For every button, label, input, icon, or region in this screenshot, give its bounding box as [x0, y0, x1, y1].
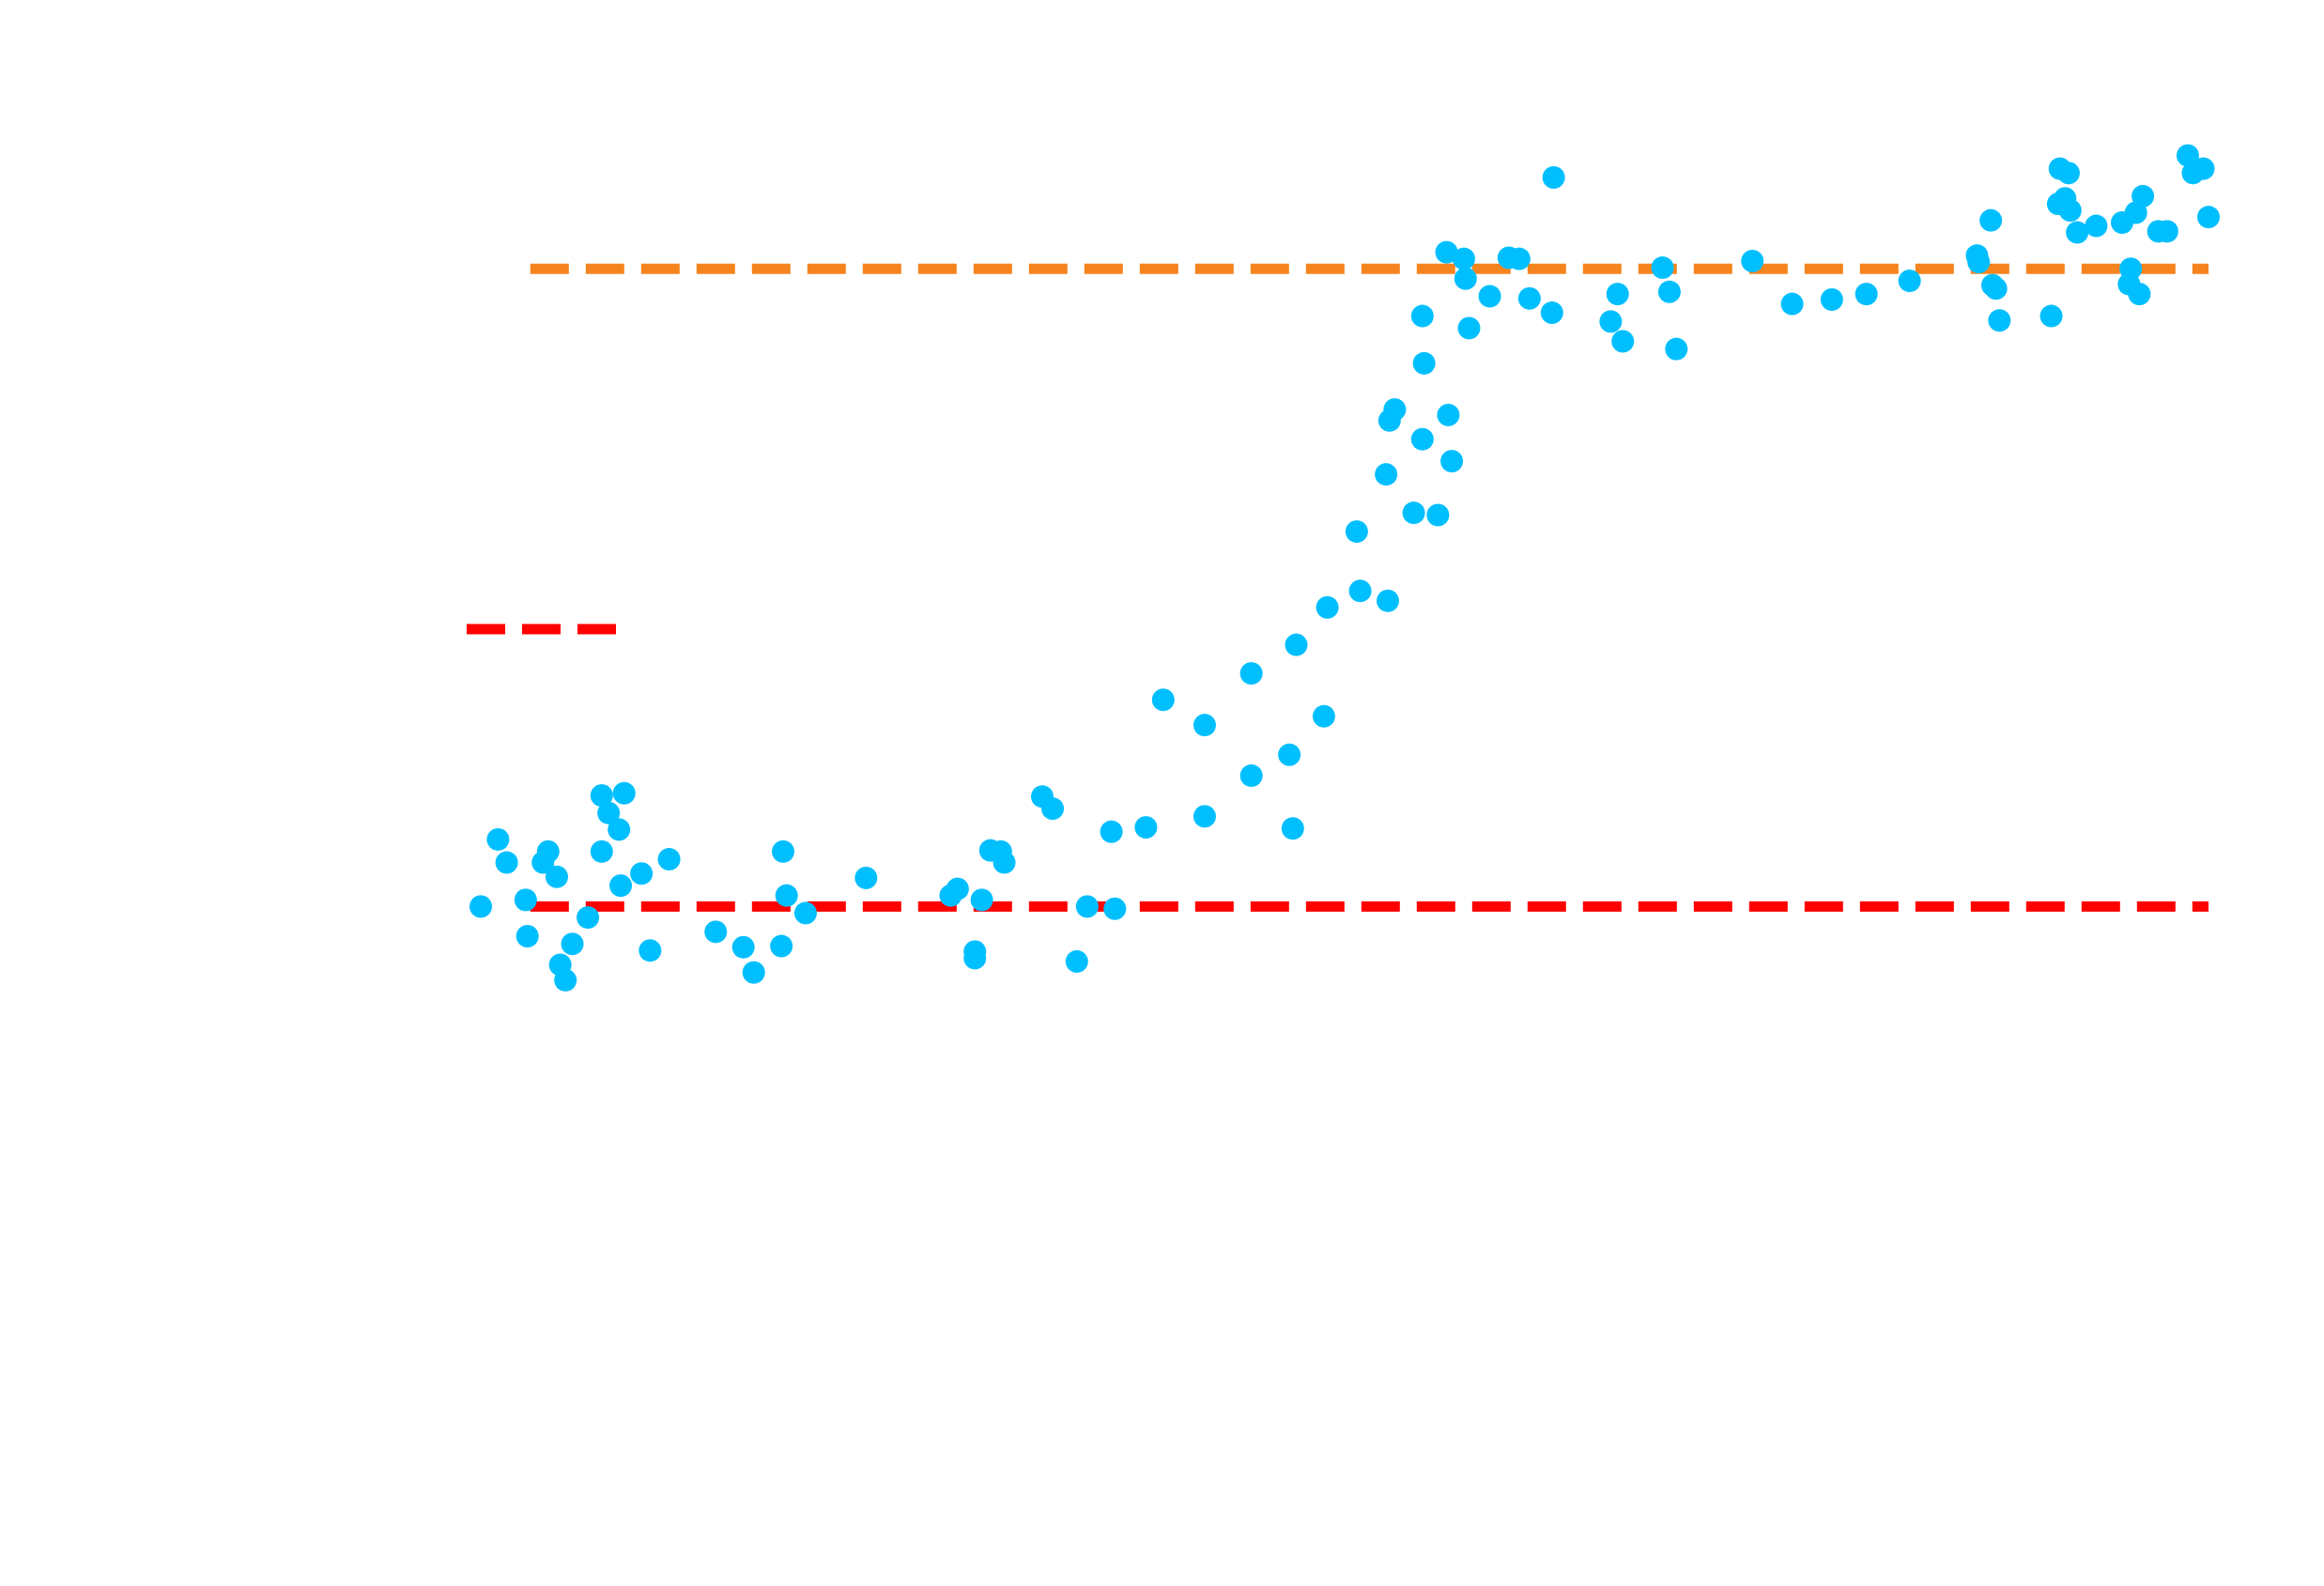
data-point: [1316, 595, 1339, 619]
data-point: [608, 818, 631, 841]
data-point: [1820, 287, 1843, 311]
data-point: [1134, 816, 1158, 839]
data-point: [1540, 301, 1563, 325]
data-point: [1239, 764, 1263, 788]
data-point: [1426, 503, 1450, 527]
data-point: [1075, 895, 1099, 918]
data-point: [1437, 403, 1460, 426]
data-point: [590, 784, 613, 808]
data-point: [775, 884, 798, 907]
data-point: [1741, 250, 1764, 273]
data-point: [993, 851, 1016, 874]
data-point: [731, 935, 755, 959]
data-point: [1898, 269, 1921, 293]
data-point: [1065, 949, 1088, 973]
data-point: [2039, 304, 2063, 328]
data-point: [1239, 662, 1263, 685]
data-point: [1193, 714, 1216, 737]
data-point: [1440, 450, 1464, 473]
data-point: [1657, 280, 1681, 303]
data-point: [2176, 144, 2199, 167]
data-point: [704, 920, 728, 944]
data-point: [793, 901, 817, 925]
data-point: [469, 895, 492, 918]
data-point: [1984, 277, 2008, 300]
data-point: [2066, 221, 2089, 244]
data-point: [1452, 247, 1475, 270]
data-point: [2197, 206, 2220, 229]
data-point: [1103, 897, 1127, 920]
data-point: [639, 939, 662, 962]
data-point: [1193, 805, 1216, 828]
data-point: [657, 848, 681, 871]
data-point: [970, 888, 993, 912]
data-point: [630, 862, 654, 885]
data-point: [1517, 286, 1541, 310]
data-point: [1979, 208, 2003, 232]
data-point: [1435, 240, 1458, 264]
data-point: [1611, 330, 1635, 353]
data-point: [1402, 501, 1425, 525]
data-point: [2192, 157, 2215, 180]
data-point: [612, 781, 636, 805]
data-point: [1345, 520, 1368, 544]
data-point: [577, 906, 600, 930]
data-point: [1457, 316, 1481, 340]
data-point: [1377, 589, 1399, 612]
data-point: [514, 888, 537, 912]
data-point: [554, 968, 577, 992]
data-point: [1285, 633, 1308, 656]
data-point: [772, 839, 794, 863]
data-point: [597, 801, 621, 824]
data-point: [1665, 337, 1688, 361]
data-point: [1855, 283, 1878, 306]
data-point: [590, 839, 613, 863]
data-point: [1410, 427, 1434, 451]
data-point: [2054, 187, 2077, 210]
data-point: [545, 865, 568, 888]
data-point: [742, 961, 765, 984]
data-point: [1410, 304, 1434, 328]
data-point: [1278, 743, 1301, 766]
data-point: [2056, 162, 2080, 185]
data-point: [1542, 166, 1565, 190]
data-point: [1281, 817, 1304, 840]
data-point: [1041, 797, 1065, 821]
data-point: [2128, 283, 2151, 306]
data-point: [486, 827, 510, 851]
data-point: [1383, 398, 1407, 422]
data-point: [770, 934, 793, 958]
data-point: [1454, 267, 1477, 290]
data-point: [1507, 247, 1531, 270]
data-point: [1988, 309, 2011, 332]
data-point: [1606, 283, 1629, 306]
data-point: [1412, 351, 1436, 375]
data-point: [516, 925, 539, 948]
data-point: [1651, 256, 1674, 280]
data-point: [946, 877, 969, 901]
data-point: [2085, 214, 2108, 238]
data-point: [609, 874, 633, 898]
data-point: [2132, 184, 2155, 208]
data-point: [854, 866, 878, 889]
data-point: [1599, 310, 1623, 333]
data-point: [1780, 292, 1804, 316]
data-point: [561, 932, 584, 956]
data-point: [1151, 688, 1175, 712]
data-point: [1100, 820, 1123, 843]
data-point: [2119, 257, 2143, 281]
data-point: [2155, 220, 2178, 243]
data-point: [536, 839, 560, 863]
data-point: [1478, 285, 1501, 308]
data-point: [1375, 463, 1398, 486]
data-point: [1348, 579, 1372, 603]
data-point: [1312, 704, 1335, 728]
data-point: [495, 851, 518, 874]
data-points: [469, 144, 2220, 992]
data-point: [963, 940, 987, 963]
data-point: [1967, 251, 1991, 274]
